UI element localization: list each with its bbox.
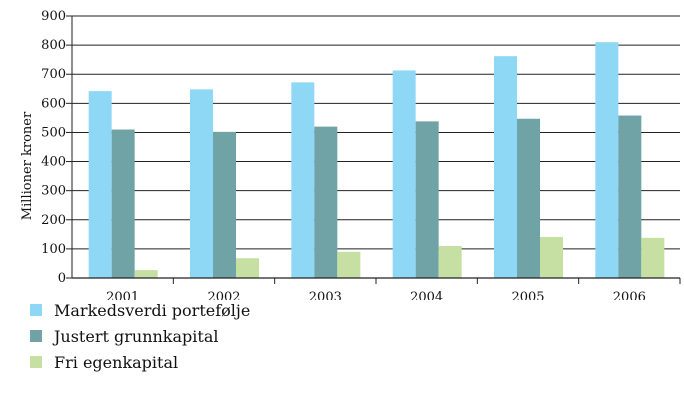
x-tick-label: 2003	[309, 290, 342, 300]
x-tick-label: 2002	[207, 290, 240, 300]
axes	[66, 15, 681, 284]
bar-markedsverdi	[190, 89, 213, 278]
legend-label: Markedsverdi portefølje	[54, 300, 251, 320]
bar-markedsverdi	[88, 91, 112, 279]
y-tick-label: 500	[41, 125, 66, 140]
legend-swatch	[30, 356, 42, 368]
bar-justert-grunnkapital	[314, 126, 338, 278]
bar-fri-egenkapital	[236, 258, 259, 278]
bar-markedsverdi	[392, 70, 416, 278]
x-tick-label: 2004	[410, 290, 443, 300]
y-tick-labels: 0 100 200 300 400 500 600 700 800 900	[41, 9, 66, 286]
bar-markedsverdi	[291, 82, 315, 278]
y-tick-label: 0	[58, 271, 66, 286]
legend-item-markedsverdi: Markedsverdi portefølje	[30, 297, 250, 323]
x-tick-label: 2005	[511, 290, 544, 300]
y-tick-label: 400	[41, 155, 66, 170]
bar-markedsverdi	[595, 42, 619, 279]
x-tick-label: 2006	[613, 290, 646, 300]
bar-fri-egenkapital	[540, 236, 563, 278]
legend: Markedsverdi portefølje Justert grunnkap…	[30, 297, 250, 375]
y-tick-label: 200	[41, 213, 66, 228]
y-tick-label: 600	[41, 96, 66, 111]
bar-fri-egenkapital	[337, 251, 361, 278]
bar-markedsverdi	[494, 56, 517, 278]
legend-swatch	[30, 330, 42, 342]
bar-justert-grunnkapital	[111, 129, 135, 278]
y-tick-label: 100	[41, 242, 66, 257]
y-tick-label: 300	[41, 184, 66, 199]
y-tick-label: 900	[41, 9, 66, 24]
bar-fri-egenkapital	[134, 270, 158, 278]
bar-fri-egenkapital	[438, 245, 462, 278]
bars	[88, 42, 665, 279]
y-tick-label: 800	[41, 38, 66, 53]
bar-justert-grunnkapital	[618, 115, 642, 278]
legend-swatch	[30, 304, 42, 316]
bar-justert-grunnkapital	[415, 121, 439, 278]
legend-label: Fri egenkapital	[54, 352, 179, 372]
legend-item-fri: Fri egenkapital	[30, 349, 250, 375]
bar-justert-grunnkapital	[213, 131, 236, 278]
y-axis-label: Millioner kroner	[20, 111, 35, 220]
bar-justert-grunnkapital	[517, 118, 540, 278]
bar-fri-egenkapital	[641, 237, 665, 278]
gridlines	[72, 15, 680, 250]
legend-item-justert: Justert grunnkapital	[30, 323, 250, 349]
x-tick-label: 2001	[106, 290, 139, 300]
x-tick-labels: 2001 2002 2003 2004 2005 2006	[106, 290, 646, 300]
y-tick-label: 700	[41, 67, 66, 82]
legend-label: Justert grunnkapital	[54, 326, 219, 346]
